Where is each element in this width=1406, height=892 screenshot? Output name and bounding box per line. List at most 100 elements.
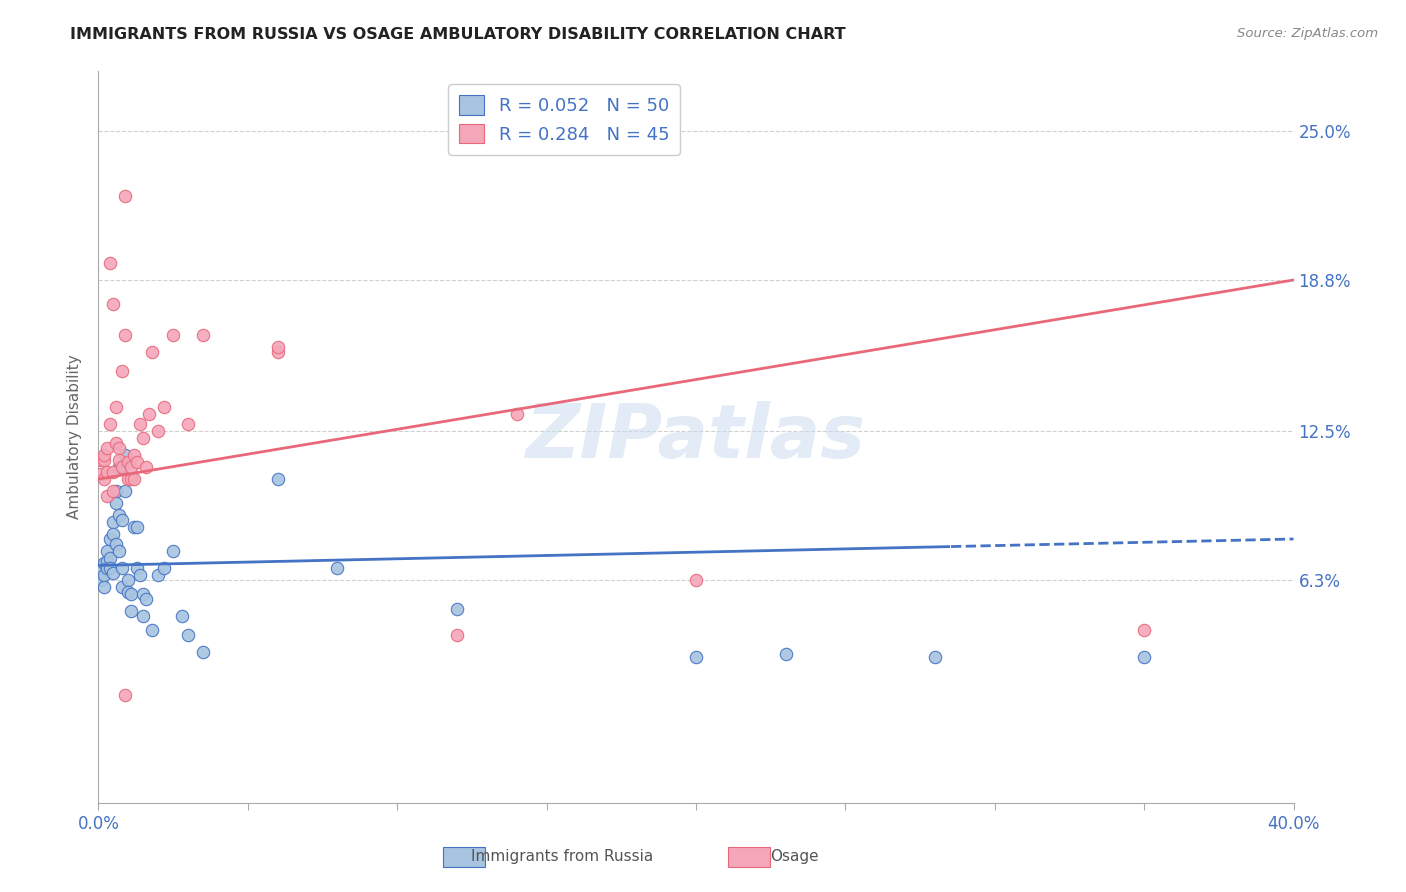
Point (267, 472, 290, 486)
Point (120, 604, 142, 618)
Point (96, 465, 118, 479)
Point (120, 472, 142, 486)
Text: Source: ZipAtlas.com: Source: ZipAtlas.com (1237, 27, 1378, 40)
Point (114, 328, 136, 343)
Point (162, 328, 184, 343)
Point (114, 189, 136, 203)
Point (103, 465, 125, 479)
Point (141, 345, 163, 359)
Point (117, 573, 139, 587)
Point (114, 688, 136, 702)
Point (446, 628, 468, 642)
Point (138, 407, 160, 421)
Point (93, 453, 115, 467)
Point (103, 483, 125, 498)
Point (105, 436, 128, 450)
Point (90, 561, 112, 575)
Point (90, 453, 112, 467)
Point (267, 345, 290, 359)
Point (103, 297, 125, 311)
Point (105, 496, 128, 510)
Point (506, 407, 529, 421)
Point (132, 587, 155, 601)
Point (96, 561, 118, 575)
Point (124, 448, 146, 462)
Point (132, 608, 155, 623)
Point (191, 328, 214, 343)
Point (111, 364, 134, 378)
Point (96, 489, 118, 503)
Point (132, 431, 155, 445)
Point (108, 441, 131, 455)
Point (111, 460, 134, 475)
Point (103, 515, 125, 529)
Point (148, 568, 170, 582)
Point (685, 649, 707, 664)
Legend: R = 0.052   N = 50, R = 0.284   N = 45: R = 0.052 N = 50, R = 0.284 N = 45 (449, 84, 681, 154)
Point (105, 483, 128, 498)
Point (172, 608, 194, 623)
Point (93, 580, 115, 594)
Point (127, 455, 149, 469)
Point (117, 455, 139, 469)
Point (96, 441, 118, 455)
Point (114, 448, 136, 462)
Point (127, 561, 149, 575)
Point (96, 553, 118, 567)
Text: ZIPatlas: ZIPatlas (526, 401, 866, 474)
Point (111, 561, 134, 575)
Point (162, 544, 184, 558)
Y-axis label: Ambulatory Disability: Ambulatory Disability (67, 355, 83, 519)
Point (93, 472, 115, 486)
Point (103, 566, 125, 580)
Point (93, 556, 115, 570)
Point (775, 647, 797, 661)
Point (108, 453, 131, 467)
Point (177, 628, 200, 642)
Text: IMMIGRANTS FROM RUSSIA VS OSAGE AMBULATORY DISABILITY CORRELATION CHART: IMMIGRANTS FROM RUSSIA VS OSAGE AMBULATO… (70, 27, 846, 42)
Point (148, 424, 170, 438)
Point (191, 645, 214, 659)
Point (124, 520, 146, 534)
Point (141, 623, 163, 637)
Point (446, 601, 468, 615)
Point (153, 400, 176, 414)
Point (108, 460, 131, 475)
Point (120, 587, 142, 601)
Point (98, 532, 122, 546)
Point (924, 649, 946, 664)
Point (90, 467, 112, 482)
Point (98, 551, 122, 566)
Point (90, 573, 112, 587)
Point (93, 448, 115, 462)
Point (326, 561, 349, 575)
Point (98, 417, 122, 431)
Point (135, 591, 157, 606)
Point (108, 508, 131, 522)
Point (111, 513, 134, 527)
Point (120, 460, 142, 475)
Point (114, 483, 136, 498)
Point (105, 400, 128, 414)
Point (129, 568, 152, 582)
Point (1133, 623, 1156, 637)
Point (98, 256, 122, 270)
Point (124, 472, 146, 486)
Point (1133, 649, 1156, 664)
Point (129, 417, 152, 431)
Point (96, 544, 118, 558)
Point (127, 520, 149, 534)
Point (117, 472, 139, 486)
Text: Osage: Osage (770, 849, 818, 863)
Point (117, 584, 139, 599)
Point (105, 537, 128, 551)
Point (177, 417, 200, 431)
Point (108, 544, 131, 558)
Point (111, 580, 134, 594)
Point (135, 460, 157, 475)
Point (98, 561, 122, 575)
Point (153, 561, 176, 575)
Point (685, 573, 707, 587)
Point (93, 568, 115, 582)
Point (267, 340, 290, 354)
